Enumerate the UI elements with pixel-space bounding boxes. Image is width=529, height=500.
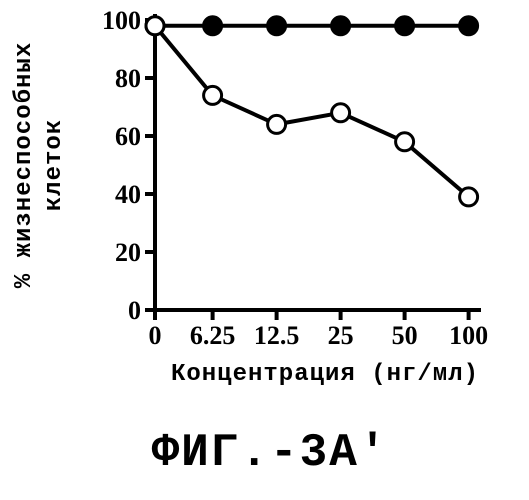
x-tick-label: 50 — [392, 321, 418, 350]
marker-open — [268, 115, 286, 133]
marker-filled — [204, 17, 222, 35]
y-tick-label: 0 — [128, 296, 141, 325]
marker-filled — [396, 17, 414, 35]
x-tick-label: 100 — [449, 321, 488, 350]
marker-filled — [332, 17, 350, 35]
y-axis-label: клеток — [41, 119, 68, 211]
y-tick-label: 80 — [115, 64, 141, 93]
y-tick-label: 40 — [115, 180, 141, 209]
x-tick-label: 12.5 — [254, 321, 300, 350]
x-tick-label: 6.25 — [190, 321, 236, 350]
marker-open — [204, 86, 222, 104]
x-tick-label: 0 — [149, 321, 162, 350]
marker-open — [396, 133, 414, 151]
figure-container: 0 20 40 60 80 100 0 6.25 12.5 25 50 100 % жизнеспос… — [0, 0, 529, 500]
y-tick-label: 20 — [115, 238, 141, 267]
x-axis-label: Концентрация (нг/мл) — [171, 361, 479, 388]
marker-filled — [460, 17, 478, 35]
x-tick-label: 25 — [328, 321, 354, 350]
marker-open — [332, 104, 350, 122]
chart-svg: 0 20 40 60 80 100 0 6.25 12.5 25 50 100 % жизнеспос… — [0, 0, 529, 500]
figure-label: ФИГ.-3A' — [152, 427, 389, 479]
marker-filled — [268, 17, 286, 35]
marker-open — [146, 17, 164, 35]
y-axis-label: % жизнеспособных — [11, 42, 38, 288]
marker-open — [460, 188, 478, 206]
series-open — [155, 26, 469, 197]
y-tick-label: 60 — [115, 122, 141, 151]
y-tick-label: 100 — [102, 6, 141, 35]
